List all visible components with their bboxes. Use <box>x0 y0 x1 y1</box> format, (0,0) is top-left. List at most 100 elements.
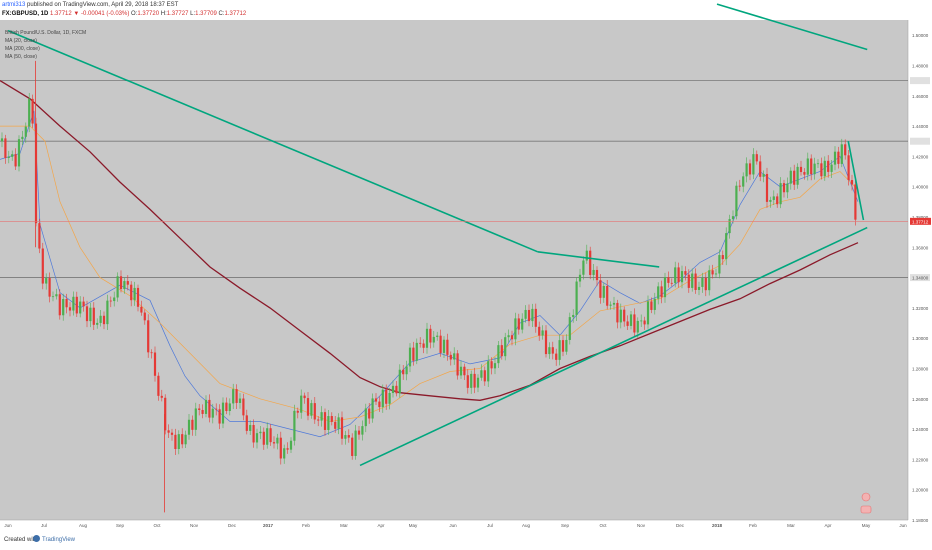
candle-body[interactable] <box>391 385 395 393</box>
candle-body[interactable] <box>568 317 571 340</box>
candle-body[interactable] <box>68 307 72 311</box>
candle-body[interactable] <box>45 278 48 284</box>
candle-body[interactable] <box>85 306 89 322</box>
candle-body[interactable] <box>667 277 670 283</box>
candle-body[interactable] <box>640 320 643 322</box>
candle-body[interactable] <box>218 409 221 424</box>
ma-line-1[interactable] <box>0 110 859 438</box>
candle-body[interactable] <box>459 366 463 376</box>
tradingview-brand[interactable]: TradingView <box>42 537 76 543</box>
candle-body[interactable] <box>657 286 660 299</box>
candle-body[interactable] <box>157 375 160 396</box>
candle-body[interactable] <box>793 170 796 185</box>
candle-body[interactable] <box>368 408 371 419</box>
candle-body[interactable] <box>480 370 483 378</box>
candle-body[interactable] <box>748 163 752 175</box>
candle-body[interactable] <box>55 294 58 297</box>
candle-body[interactable] <box>561 340 565 352</box>
candle-body[interactable] <box>385 389 388 404</box>
candle-body[interactable] <box>531 308 534 322</box>
candle-body[interactable] <box>538 326 541 336</box>
price-axis[interactable] <box>908 20 932 520</box>
candle-body[interactable] <box>456 353 459 376</box>
candle-body[interactable] <box>694 273 697 290</box>
candle-body[interactable] <box>436 335 439 337</box>
candle-body[interactable] <box>633 314 636 333</box>
candle-body[interactable] <box>262 431 265 445</box>
candle-body[interactable] <box>147 320 150 353</box>
trendline-2[interactable] <box>537 251 660 268</box>
candle-body[interactable] <box>306 398 310 416</box>
candle-body[interactable] <box>816 163 820 165</box>
candle-body[interactable] <box>340 417 344 439</box>
event-flag-icon[interactable] <box>861 492 871 502</box>
candle-body[interactable] <box>823 160 826 177</box>
candle-body[interactable] <box>572 314 575 318</box>
candle-body[interactable] <box>490 361 493 369</box>
plot-area[interactable] <box>0 20 908 520</box>
candle-body[interactable] <box>194 408 197 430</box>
candle-body[interactable] <box>527 309 531 322</box>
candle-body[interactable] <box>102 315 106 325</box>
candle-body[interactable] <box>680 271 684 283</box>
candle-body[interactable] <box>616 302 619 323</box>
candle-body[interactable] <box>575 281 578 315</box>
candle-body[interactable] <box>133 287 136 301</box>
candle-body[interactable] <box>830 164 833 172</box>
candle-body[interactable] <box>619 309 622 323</box>
candle-body[interactable] <box>813 163 816 175</box>
candle-body[interactable] <box>578 274 582 282</box>
candle-body[interactable] <box>279 437 282 459</box>
candle-body[interactable] <box>504 337 507 357</box>
candle-body[interactable] <box>765 173 769 202</box>
candle-body[interactable] <box>697 286 701 290</box>
candle-body[interactable] <box>585 250 588 261</box>
candle-body[interactable] <box>99 315 102 323</box>
candle-body[interactable] <box>238 398 242 403</box>
candle-body[interactable] <box>7 156 10 158</box>
candle-body[interactable] <box>548 347 551 355</box>
candle-body[interactable] <box>215 408 218 410</box>
candle-body[interactable] <box>609 304 612 306</box>
candle-body[interactable] <box>334 421 337 429</box>
candle-body[interactable] <box>551 347 554 354</box>
trendline-3[interactable] <box>359 226 868 467</box>
candle-body[interactable] <box>493 363 497 369</box>
candle-body[interactable] <box>432 336 435 343</box>
candle-body[interactable] <box>674 267 677 284</box>
candle-body[interactable] <box>517 318 520 330</box>
candle-body[interactable] <box>0 138 4 142</box>
candle-body[interactable] <box>827 160 830 172</box>
candle-body[interactable] <box>48 278 51 297</box>
candle-body[interactable] <box>323 412 327 430</box>
candle-body[interactable] <box>660 286 663 298</box>
candle-body[interactable] <box>500 345 503 357</box>
candle-body[interactable] <box>109 300 112 302</box>
candle-body[interactable] <box>473 373 476 388</box>
candle-body[interactable] <box>833 151 837 165</box>
candle-body[interactable] <box>62 299 65 316</box>
candle-body[interactable] <box>272 442 276 444</box>
candle-body[interactable] <box>65 299 68 308</box>
candle-body[interactable] <box>160 395 163 398</box>
candle-body[interactable] <box>735 185 738 217</box>
candle-body[interactable] <box>718 255 721 274</box>
candle-body[interactable] <box>602 285 605 298</box>
candle-body[interactable] <box>599 280 602 298</box>
price-chart[interactable]: 1.50000 1.48000 1.46000 1.44000 1.42000 1.400… <box>0 0 932 530</box>
candle-body[interactable] <box>174 434 177 450</box>
candle-body[interactable] <box>725 233 728 260</box>
candle-body[interactable] <box>89 307 92 322</box>
candle-body[interactable] <box>776 196 779 205</box>
candle-body[interactable] <box>466 375 469 388</box>
candle-body[interactable] <box>116 276 119 298</box>
candle-body[interactable] <box>374 398 378 402</box>
candle-body[interactable] <box>463 366 466 376</box>
candle-body[interactable] <box>677 267 680 283</box>
candle-body[interactable] <box>167 430 170 433</box>
candle-body[interactable] <box>847 155 850 181</box>
candle-body[interactable] <box>806 158 809 175</box>
candle-body[interactable] <box>177 434 180 450</box>
candle-body[interactable] <box>232 389 235 404</box>
candle-body[interactable] <box>521 318 524 330</box>
